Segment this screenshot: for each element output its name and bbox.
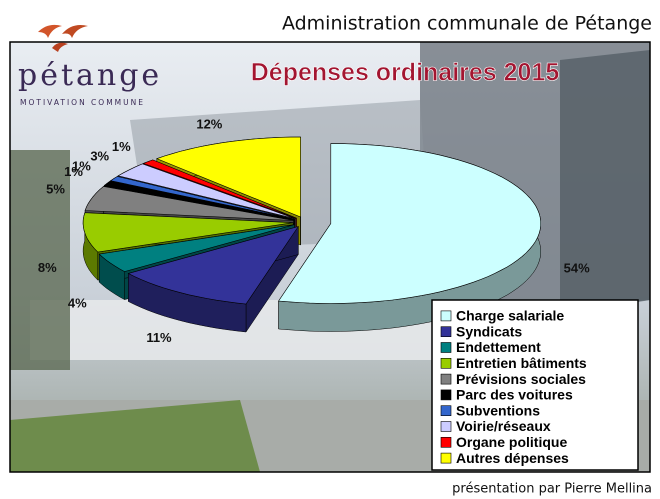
slice	[155, 136, 301, 218]
slice	[84, 186, 294, 221]
slice	[127, 225, 300, 305]
data-label: 11%	[146, 330, 172, 345]
legend-label: Parc des voitures	[456, 387, 573, 403]
slice	[142, 159, 297, 219]
legend-swatch	[440, 357, 452, 369]
slice	[278, 143, 542, 304]
slide-border	[9, 41, 651, 473]
data-label: 4%	[68, 296, 87, 311]
slice	[98, 224, 295, 272]
legend-swatch	[440, 342, 452, 353]
data-label: 5%	[46, 182, 65, 197]
logo-birds	[38, 24, 88, 52]
slice	[82, 212, 294, 253]
legend-swatch	[440, 421, 452, 432]
data-label: 1%	[64, 164, 83, 179]
slice	[109, 176, 295, 220]
legend-swatch	[440, 405, 452, 417]
legend-swatch	[440, 452, 452, 464]
data-label: 1%	[72, 159, 91, 174]
legend-label: Syndicats	[456, 323, 522, 339]
logo-tagline: MOTIVATION COMMUNE	[20, 98, 145, 107]
legend-box	[431, 299, 639, 471]
header-title: Administration communale de Pétange	[282, 13, 652, 35]
data-label: 3%	[90, 148, 109, 163]
data-label: 8%	[38, 260, 57, 275]
chart-title: Dépenses ordinaires 2015	[251, 59, 560, 87]
data-label: 12%	[196, 117, 222, 132]
slice	[103, 180, 295, 220]
footer-credit: présentation par Pierre Mellina	[452, 482, 652, 497]
legend-label: Organe politique	[456, 434, 567, 450]
legend-label: Voirie/réseaux	[456, 418, 551, 434]
legend-label: Prévisions sociales	[456, 371, 586, 387]
legend-swatch	[440, 436, 452, 448]
legend-label: Entretien bâtiments	[456, 355, 587, 371]
legend-label: Subventions	[456, 402, 540, 418]
legend-swatch	[440, 326, 452, 338]
legend-label: Autres dépenses	[456, 450, 569, 466]
legend-label: Charge salariale	[456, 308, 564, 324]
logo-name: pétange	[18, 58, 162, 93]
legend-swatch	[440, 373, 452, 385]
legend-label: Endettement	[456, 339, 541, 355]
legend-swatch	[440, 389, 452, 401]
data-label: 1%	[112, 139, 131, 154]
slice	[117, 163, 296, 219]
pie-tops	[82, 136, 542, 305]
data-label: 54%	[564, 261, 590, 276]
legend-swatch	[440, 310, 452, 322]
